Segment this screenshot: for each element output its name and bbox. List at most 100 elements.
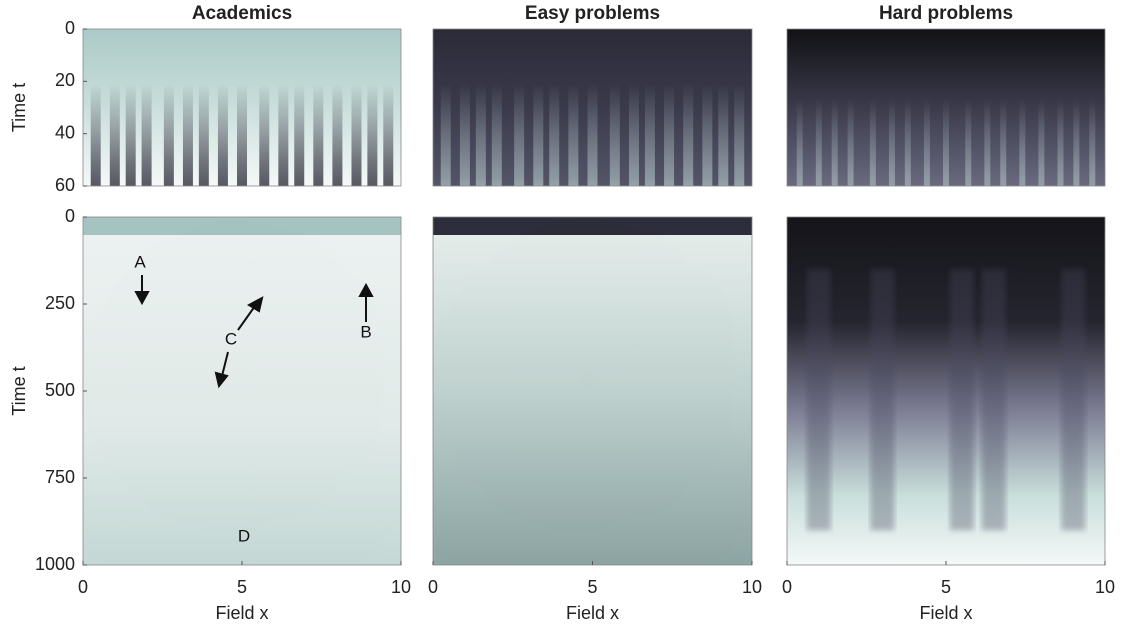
heatmap-ridges — [433, 234, 752, 565]
heatmap-stripe — [869, 99, 876, 186]
x-tick-label: 5 — [587, 577, 597, 597]
heatmap-stripe — [644, 83, 655, 186]
y-axis-label: Time t — [9, 83, 29, 132]
heatmap-stripe — [965, 99, 972, 186]
heatmap-stripe — [491, 83, 502, 186]
heatmap-ridge — [634, 287, 682, 398]
annotation: D — [238, 526, 250, 545]
heatmap-ridge — [210, 419, 280, 565]
heatmap-stripe — [383, 83, 394, 186]
heatmap-stripe — [1089, 99, 1096, 186]
heatmap-ridges — [83, 234, 401, 565]
heatmap-stripe — [198, 83, 209, 186]
heatmap-ridge — [83, 234, 185, 311]
heatmap-ridge — [561, 419, 631, 565]
heatmap-stripe — [702, 83, 713, 186]
x-axis-label: Field x — [566, 603, 619, 623]
heatmap-stripe — [459, 83, 470, 186]
heatmap-stripe — [904, 99, 911, 186]
heatmap-stripe — [683, 83, 694, 186]
heatmap-stripe — [294, 83, 305, 186]
heatmap-stripe — [609, 83, 620, 186]
heatmap-stripe — [259, 83, 270, 186]
heatmap-stripe — [440, 83, 451, 186]
heatmap-ridge — [535, 234, 592, 250]
heatmap-stripe — [1057, 99, 1064, 186]
heatmap-ridge — [608, 398, 681, 565]
y-tick-label: 60 — [55, 175, 75, 195]
heatmap-stripe — [163, 83, 174, 186]
heatmap — [787, 29, 1105, 186]
heatmap-stripe — [847, 99, 854, 186]
heatmap-stripe — [1019, 99, 1026, 186]
heatmap-stripe — [109, 83, 120, 186]
heatmap-band — [1061, 269, 1086, 531]
heatmap-stripe — [664, 83, 675, 186]
y-tick-label: 0 — [65, 206, 75, 226]
y-tick-label: 40 — [55, 122, 75, 142]
heatmap-stripe — [628, 83, 639, 186]
heatmap-ridge — [567, 287, 634, 419]
heatmap-ridge — [331, 234, 401, 286]
heatmap — [787, 217, 1105, 565]
panel-title: Hard problems — [879, 3, 1013, 24]
heatmap-background — [433, 217, 752, 565]
heatmap-stripe — [125, 83, 136, 186]
heatmap-band — [981, 269, 1006, 531]
y-axis-label: Time t — [9, 366, 29, 415]
y-tick-label: 1000 — [35, 554, 75, 574]
heatmap-ridge — [185, 234, 242, 250]
y-tick-label: 0 — [65, 18, 75, 38]
heatmap-stripe — [734, 83, 745, 186]
heatmap-stripe — [141, 83, 152, 186]
heatmap-ridge — [83, 426, 131, 565]
heatmap-ridge — [283, 287, 331, 398]
heatmap-ridge — [331, 287, 401, 398]
heatmap-stripe — [237, 83, 247, 186]
heatmap — [433, 217, 752, 565]
heatmap-band — [870, 269, 895, 531]
x-tick-label: 10 — [1095, 577, 1115, 597]
plot-frame — [432, 28, 753, 187]
y-tick-label: 20 — [55, 70, 75, 90]
heatmap-stripe — [351, 83, 362, 186]
y-tick-label: 250 — [45, 293, 75, 313]
heatmap-ridge — [433, 234, 535, 311]
heatmap-stripe — [943, 99, 949, 186]
heatmap-stripe — [217, 83, 228, 186]
annotation: A — [134, 252, 146, 271]
heatmap-ridge — [83, 311, 140, 426]
x-tick-label: 10 — [742, 577, 762, 597]
x-axis-label: Field x — [215, 603, 268, 623]
x-axis-label: Field x — [919, 603, 972, 623]
heatmap-stripe — [533, 83, 544, 186]
heatmap-background — [787, 217, 1105, 565]
heatmap-ridge — [682, 287, 752, 398]
heatmap-stripe — [514, 83, 525, 186]
heatmap-band — [83, 217, 401, 235]
x-tick-label: 10 — [391, 577, 411, 597]
y-tick-label: 500 — [45, 380, 75, 400]
heatmap — [83, 217, 401, 565]
annotation-arrows — [134, 275, 374, 389]
x-tick-label: 5 — [237, 577, 247, 597]
panel-title: Academics — [192, 3, 292, 24]
x-tick-label: 0 — [782, 577, 792, 597]
heatmap-stripe — [796, 99, 803, 186]
heatmap-ridge — [140, 311, 210, 419]
heatmap-ridge — [433, 426, 481, 565]
heatmap-stripe — [332, 83, 343, 186]
y-tick-label: 750 — [45, 467, 75, 487]
annotation: C — [225, 329, 237, 348]
heatmap-stripe — [549, 83, 560, 186]
heatmap-background — [83, 217, 401, 565]
x-tick-label: 0 — [78, 577, 88, 597]
heatmap-stripe — [568, 83, 579, 186]
heatmap — [83, 29, 401, 186]
heatmap-ridge — [490, 311, 560, 419]
plot-frame — [786, 28, 1106, 187]
heatmap-stripe — [182, 83, 193, 186]
panel-title: Easy problems — [525, 3, 660, 24]
heatmap-ridge — [682, 234, 752, 286]
